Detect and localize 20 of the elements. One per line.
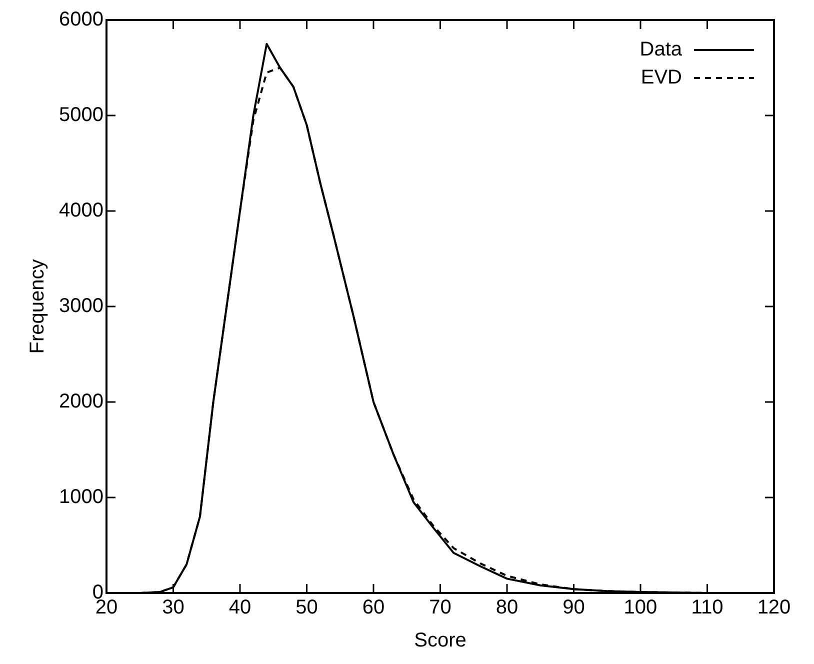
y-axis-title: Frequency <box>26 259 49 354</box>
x-tick-label: 110 <box>691 596 724 619</box>
x-tick-label: 60 <box>362 596 385 619</box>
y-tick-label: 3000 <box>58 295 104 318</box>
x-axis-title: Score <box>414 630 466 652</box>
y-tick-label: 2000 <box>58 390 104 413</box>
x-tick-label: 50 <box>296 596 318 619</box>
y-tick-label: 1000 <box>58 486 104 508</box>
x-tick-label: 30 <box>162 596 184 619</box>
x-tick-label: 80 <box>496 596 518 619</box>
legend-label: Data <box>640 38 683 61</box>
x-tick-label: 90 <box>562 596 585 619</box>
y-tick-label: 5000 <box>58 104 104 126</box>
x-tick-label: 100 <box>624 596 658 619</box>
y-tick-label: 6000 <box>58 8 104 31</box>
x-tick-label: 70 <box>429 596 452 619</box>
y-tick-label: 4000 <box>58 200 104 222</box>
x-tick-label: 120 <box>757 596 791 619</box>
legend-label: EVD <box>640 66 682 89</box>
x-tick-label: 40 <box>228 596 252 619</box>
